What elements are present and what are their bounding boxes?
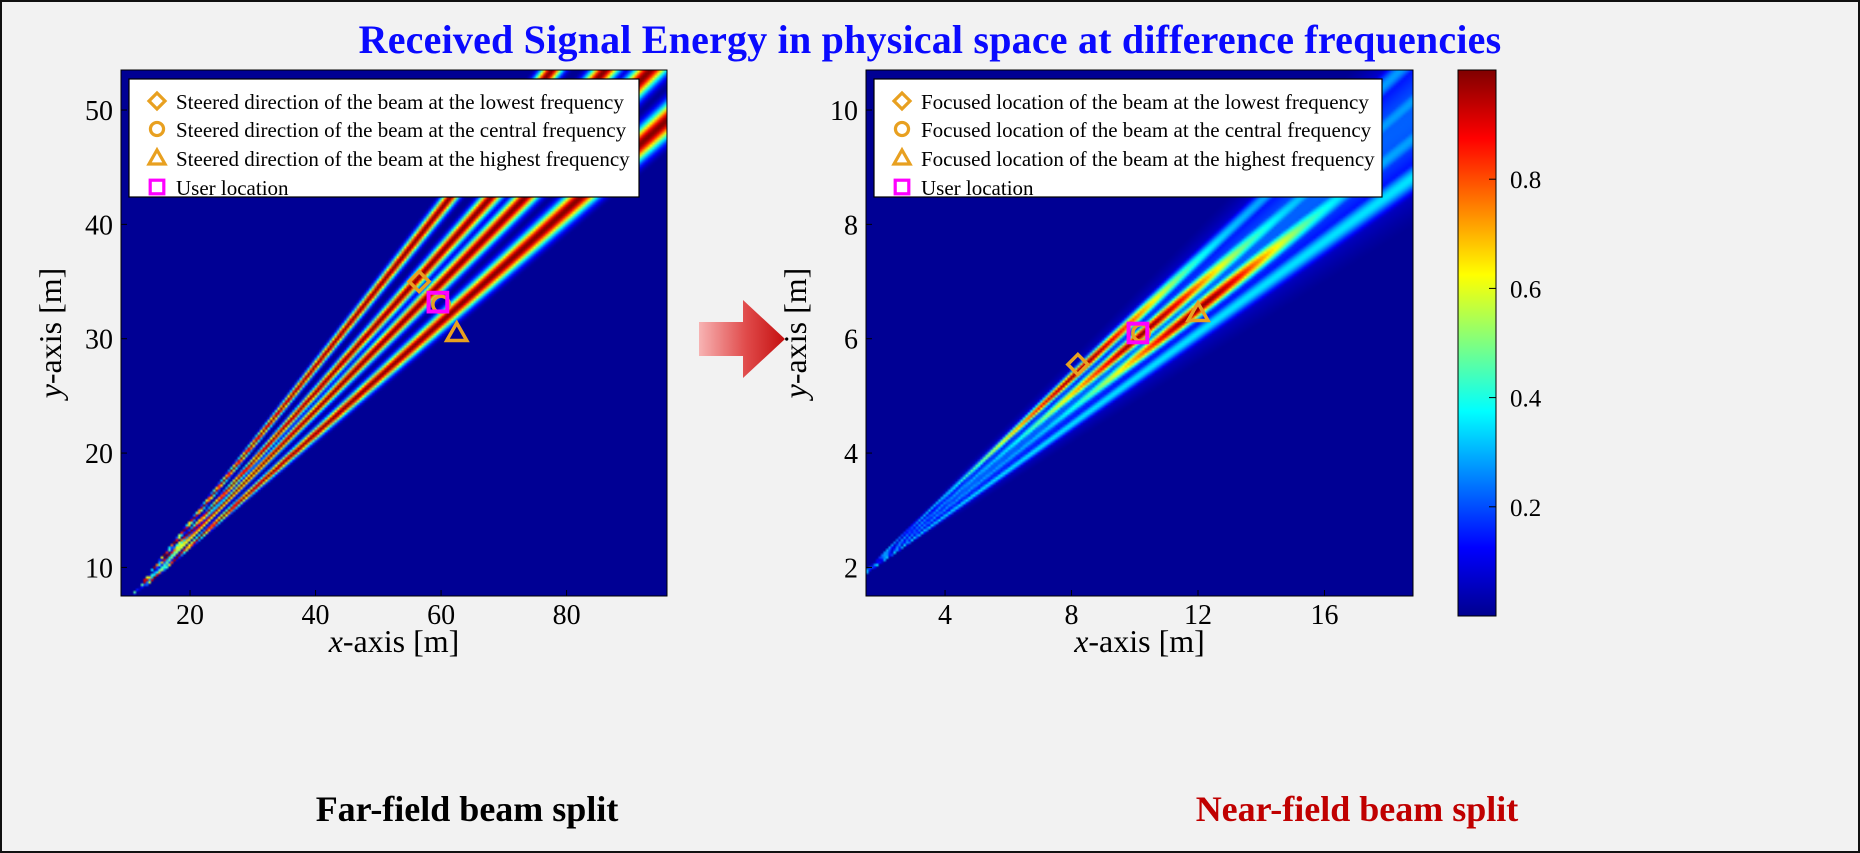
far-xtick-label: 40 xyxy=(302,600,330,631)
near-square-marker xyxy=(1126,321,1150,345)
far-xtick-label: 60 xyxy=(427,600,455,631)
near-ytick-label: 6 xyxy=(844,325,858,356)
far-xaxis-label: x-axis [m] xyxy=(328,623,460,659)
far-xtick-label: 20 xyxy=(176,600,204,631)
near-legend-circle-icon xyxy=(893,120,911,138)
near-triangle-marker xyxy=(1184,299,1212,323)
near-xaxis-label: x-axis [m] xyxy=(1073,623,1205,659)
far-legend-label: User location xyxy=(176,176,289,200)
far-legend-circle-icon xyxy=(148,120,166,138)
near-xtick-label: 16 xyxy=(1310,600,1338,631)
near-legend-label: Focused location of the beam at the cent… xyxy=(921,118,1372,142)
far-diamond-marker xyxy=(406,269,432,295)
near-legend-triangle-icon xyxy=(891,146,913,166)
far-legend-square-icon xyxy=(148,178,166,196)
right-caption: Near-field beam split xyxy=(1195,789,1519,829)
far-triangle-marker xyxy=(443,319,470,343)
far-legend-label: Steered direction of the beam at the hig… xyxy=(176,147,630,171)
near-xtick-label: 12 xyxy=(1184,600,1212,631)
far-yaxis-label: y-axis [m] xyxy=(32,268,68,402)
near-legend-label: User location xyxy=(921,176,1034,200)
near-yaxis-label: y-axis [m] xyxy=(777,268,813,402)
far-square-marker xyxy=(426,290,450,314)
far-xtick-label: 80 xyxy=(553,600,581,631)
transition-arrow-icon xyxy=(699,300,785,378)
near-xtick-label: 8 xyxy=(1065,600,1079,631)
near-diamond-marker xyxy=(1065,351,1091,377)
far-legend-box xyxy=(128,78,640,198)
far-ytick-label: 40 xyxy=(85,210,113,241)
colorbar-tick-label: 0.4 xyxy=(1510,386,1542,413)
far-legend: Steered direction of the beam at the low… xyxy=(128,78,640,200)
far-ytick-label: 10 xyxy=(85,553,113,584)
far-ytick-label: 20 xyxy=(85,439,113,470)
colorbar-tick-label: 0.6 xyxy=(1510,276,1541,303)
far-legend-label: Steered direction of the beam at the cen… xyxy=(176,118,627,142)
figure-title: Received Signal Energy in physical space… xyxy=(358,17,1502,62)
far-legend-label: Steered direction of the beam at the low… xyxy=(176,90,624,114)
far-legend-triangle-icon xyxy=(146,146,168,166)
near-legend-label: Focused location of the beam at the high… xyxy=(921,147,1375,171)
colorbar-tick-label: 0.8 xyxy=(1510,167,1541,194)
far-legend-diamond-icon xyxy=(146,90,168,112)
far-ytick-label: 50 xyxy=(85,96,113,127)
colorbar-tick-label: 0.2 xyxy=(1510,495,1541,522)
near-ytick-label: 8 xyxy=(844,210,858,241)
near-plot-frame xyxy=(865,69,1414,597)
far-plot-frame xyxy=(120,69,668,597)
near-ytick-label: 10 xyxy=(830,96,858,127)
colorbar xyxy=(1457,69,1497,617)
near-legend-label: Focused location of the beam at the lowe… xyxy=(921,90,1369,114)
left-caption: Far-field beam split xyxy=(315,789,619,829)
near-xtick-label: 4 xyxy=(938,600,952,631)
near-ytick-label: 4 xyxy=(844,439,858,470)
near-legend-box xyxy=(873,78,1383,198)
near-legend-square-icon xyxy=(893,178,911,196)
near-ytick-label: 2 xyxy=(844,553,858,584)
far-ytick-label: 30 xyxy=(85,325,113,356)
near-legend: Focused location of the beam at the lowe… xyxy=(873,78,1383,200)
near-legend-diamond-icon xyxy=(891,90,913,112)
